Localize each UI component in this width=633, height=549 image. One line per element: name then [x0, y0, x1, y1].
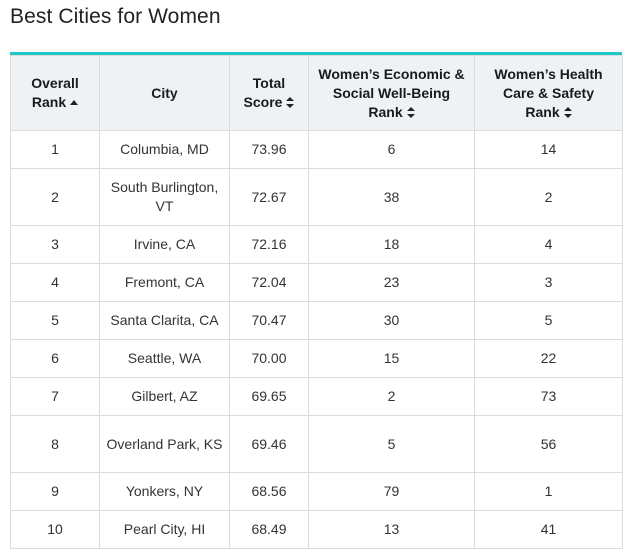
cell-rank: 2 — [10, 168, 100, 226]
header-city: City — [99, 55, 230, 131]
table-row: 3 Irvine, CA 72.16 18 4 — [10, 225, 623, 264]
cell-total-score: 70.00 — [229, 339, 309, 378]
cell-total-score: 72.16 — [229, 225, 309, 264]
table-row: 5 Santa Clarita, CA 70.47 30 5 — [10, 301, 623, 340]
cell-total-score: 68.49 — [229, 510, 309, 549]
header-economic-rank[interactable]: Women’s Economic & Social Well-Being Ran… — [308, 55, 475, 131]
table-header-row: Overall Rank City Total Score Women’s Ec… — [10, 55, 623, 131]
rankings-table-wrapper: Overall Rank City Total Score Women’s Ec… — [10, 52, 623, 549]
cell-health-rank: 1 — [474, 472, 623, 511]
page-title: Best Cities for Women — [10, 5, 221, 28]
cell-rank: 4 — [10, 263, 100, 302]
cell-rank: 8 — [10, 415, 100, 473]
header-label: Women’s Health Care & Safety Rank — [494, 65, 603, 120]
cell-economic-rank: 2 — [308, 377, 475, 416]
sort-icon — [406, 106, 415, 118]
cell-city: Columbia, MD — [99, 130, 230, 169]
table-row: 8 Overland Park, KS 69.46 5 56 — [10, 415, 623, 473]
cell-total-score: 68.56 — [229, 472, 309, 511]
header-overall-rank[interactable]: Overall Rank — [10, 55, 100, 131]
cell-city: Irvine, CA — [99, 225, 230, 264]
table-row: 10 Pearl City, HI 68.49 13 41 — [10, 510, 623, 549]
cell-rank: 10 — [10, 510, 100, 549]
header-total-score[interactable]: Total Score — [229, 55, 309, 131]
cell-economic-rank: 6 — [308, 130, 475, 169]
cell-health-rank: 4 — [474, 225, 623, 264]
table-row: 9 Yonkers, NY 68.56 79 1 — [10, 472, 623, 511]
cell-city: Fremont, CA — [99, 263, 230, 302]
cell-economic-rank: 23 — [308, 263, 475, 302]
cell-health-rank: 56 — [474, 415, 623, 473]
cell-health-rank: 3 — [474, 263, 623, 302]
header-label: Women’s Economic & Social Well-Being Ran… — [318, 65, 465, 120]
cell-total-score: 72.67 — [229, 168, 309, 226]
cell-city: Overland Park, KS — [99, 415, 230, 473]
table-row: 2 South Burlington, VT 72.67 38 2 — [10, 168, 623, 226]
cell-total-score: 69.65 — [229, 377, 309, 416]
cell-total-score: 72.04 — [229, 263, 309, 302]
cell-health-rank: 22 — [474, 339, 623, 378]
cell-rank: 1 — [10, 130, 100, 169]
cell-health-rank: 41 — [474, 510, 623, 549]
header-health-safety-rank[interactable]: Women’s Health Care & Safety Rank — [474, 55, 623, 131]
cell-total-score: 70.47 — [229, 301, 309, 340]
cell-economic-rank: 18 — [308, 225, 475, 264]
cell-health-rank: 14 — [474, 130, 623, 169]
cell-rank: 3 — [10, 225, 100, 264]
cell-health-rank: 5 — [474, 301, 623, 340]
cell-city: Seattle, WA — [99, 339, 230, 378]
table-row: 4 Fremont, CA 72.04 23 3 — [10, 263, 623, 302]
cell-health-rank: 2 — [474, 168, 623, 226]
sort-icon — [286, 97, 295, 108]
table-row: 1 Columbia, MD 73.96 6 14 — [10, 130, 623, 169]
cell-economic-rank: 5 — [308, 415, 475, 473]
rankings-table: Overall Rank City Total Score Women’s Ec… — [10, 55, 623, 549]
cell-health-rank: 73 — [474, 377, 623, 416]
cell-total-score: 69.46 — [229, 415, 309, 473]
cell-rank: 5 — [10, 301, 100, 340]
cell-economic-rank: 30 — [308, 301, 475, 340]
sort-icon — [563, 106, 572, 118]
cell-rank: 6 — [10, 339, 100, 378]
header-label: Total Score — [243, 75, 286, 110]
table-accent-bar — [10, 52, 622, 55]
table-row: 6 Seattle, WA 70.00 15 22 — [10, 339, 623, 378]
header-label: Overall Rank — [31, 75, 79, 110]
header-label: City — [151, 84, 178, 101]
cell-total-score: 73.96 — [229, 130, 309, 169]
cell-rank: 7 — [10, 377, 100, 416]
cell-economic-rank: 79 — [308, 472, 475, 511]
cell-economic-rank: 15 — [308, 339, 475, 378]
cell-city: Santa Clarita, CA — [99, 301, 230, 340]
cell-rank: 9 — [10, 472, 100, 511]
sort-ascending-icon — [70, 100, 79, 105]
cell-city: South Burlington, VT — [99, 168, 230, 226]
cell-city: Pearl City, HI — [99, 510, 230, 549]
cell-economic-rank: 13 — [308, 510, 475, 549]
cell-city: Yonkers, NY — [99, 472, 230, 511]
cell-economic-rank: 38 — [308, 168, 475, 226]
table-row: 7 Gilbert, AZ 69.65 2 73 — [10, 377, 623, 416]
cell-city: Gilbert, AZ — [99, 377, 230, 416]
